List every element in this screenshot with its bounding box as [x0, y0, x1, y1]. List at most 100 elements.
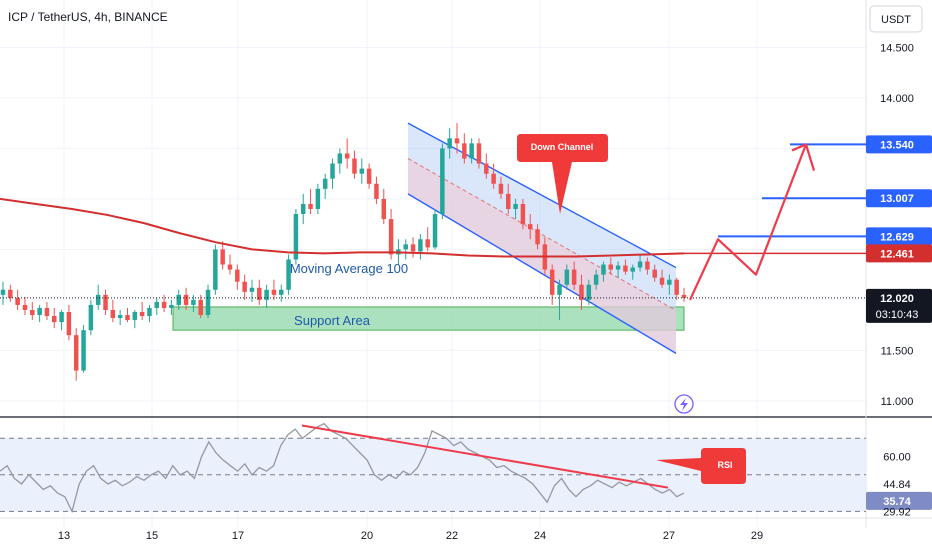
rsi-line	[0, 422, 685, 514]
candle	[15, 289, 20, 310]
candle-body	[564, 269, 570, 285]
candle-body	[205, 289, 211, 316]
support-area-box	[172, 306, 685, 331]
candle	[410, 237, 416, 258]
price-tag-bg	[866, 244, 932, 263]
candle-body	[557, 284, 562, 295]
candle	[484, 153, 489, 179]
time-tick-label: 22	[446, 530, 458, 542]
candle	[637, 254, 643, 272]
candle-body	[271, 289, 277, 295]
candle	[469, 138, 474, 164]
candle	[462, 133, 467, 164]
candle-body	[103, 294, 108, 310]
candle	[506, 183, 511, 215]
candle	[315, 183, 321, 215]
candle	[154, 297, 160, 316]
candle-body	[418, 239, 423, 252]
time-tick-label: 24	[534, 530, 546, 542]
candle-body	[110, 309, 116, 319]
time-tick-label: 27	[663, 530, 675, 542]
candle-body	[440, 148, 445, 215]
candle-body	[586, 284, 592, 300]
lightning-icon[interactable]	[674, 394, 694, 414]
price-tag: 12.629	[866, 227, 932, 246]
candle	[139, 301, 145, 321]
candle-body	[623, 265, 628, 272]
down-channel-callout: Down Channel	[517, 134, 608, 214]
candle-body	[147, 307, 152, 317]
candle	[674, 277, 679, 300]
candle	[22, 296, 28, 316]
candle	[418, 234, 423, 260]
candle	[476, 138, 482, 169]
candle	[366, 163, 372, 189]
candle-body	[535, 229, 540, 245]
candle-body	[667, 279, 672, 285]
time-tick-label: 20	[361, 530, 373, 542]
candle-body	[388, 219, 394, 255]
candle	[388, 209, 394, 260]
candle-body	[161, 301, 167, 308]
candle-body	[520, 203, 526, 225]
candle	[579, 274, 584, 310]
candle	[535, 224, 540, 250]
price-tag-bg	[866, 288, 932, 323]
candle-body	[66, 311, 72, 336]
rsi-tick-label: 44.84	[883, 479, 911, 491]
down-channel-label: Down Channel	[531, 142, 594, 152]
candle-body	[37, 307, 42, 316]
candle-body	[154, 301, 160, 308]
price-tick-label: 11.000	[881, 396, 914, 408]
candle-body	[0, 289, 6, 295]
usdt-selector[interactable]	[869, 5, 923, 33]
price-tag-label: 12.461	[880, 248, 914, 260]
price-tag: 13.540	[866, 135, 932, 154]
candle	[498, 176, 504, 199]
candle	[601, 261, 606, 282]
candle-body	[52, 316, 57, 323]
price-tag-label: 13.007	[880, 193, 914, 205]
candle	[615, 261, 621, 278]
candle-body	[30, 309, 35, 316]
candle	[630, 264, 635, 280]
candle	[681, 287, 687, 302]
time-tick-label: 29	[751, 530, 763, 542]
candle-body	[257, 287, 262, 300]
candle-body	[681, 294, 687, 298]
candle-body	[337, 153, 343, 164]
candle-body	[615, 265, 621, 270]
candle	[73, 328, 79, 381]
candle-body	[8, 289, 13, 298]
candle	[125, 307, 130, 323]
candle	[271, 279, 277, 300]
time-tick-label: 17	[232, 530, 244, 542]
candle-body	[81, 330, 86, 371]
time-tick-label: 13	[58, 530, 70, 542]
candle	[66, 304, 72, 341]
price-tick-label: 11.500	[881, 345, 914, 357]
candle	[337, 148, 343, 174]
rsi-value-tag	[866, 491, 932, 510]
candle-body	[637, 261, 643, 268]
currency-label[interactable]: USDT	[881, 14, 911, 26]
candle	[322, 173, 328, 199]
candle	[374, 176, 379, 204]
price-tag-label: 13.540	[880, 139, 914, 151]
candle	[147, 304, 152, 323]
candle-body	[462, 143, 467, 159]
candle	[293, 209, 299, 265]
candle-body	[484, 163, 489, 174]
candle-body	[410, 244, 416, 252]
candle-body	[469, 143, 474, 159]
candle	[447, 128, 452, 159]
channel-upper-line	[407, 122, 677, 269]
candle	[527, 214, 533, 240]
candle	[330, 158, 335, 189]
rsi-tick-label: 29.92	[883, 506, 911, 518]
candle-body	[645, 261, 650, 270]
candle	[667, 274, 672, 295]
projection-arrowhead	[791, 143, 816, 171]
candle	[425, 227, 430, 252]
